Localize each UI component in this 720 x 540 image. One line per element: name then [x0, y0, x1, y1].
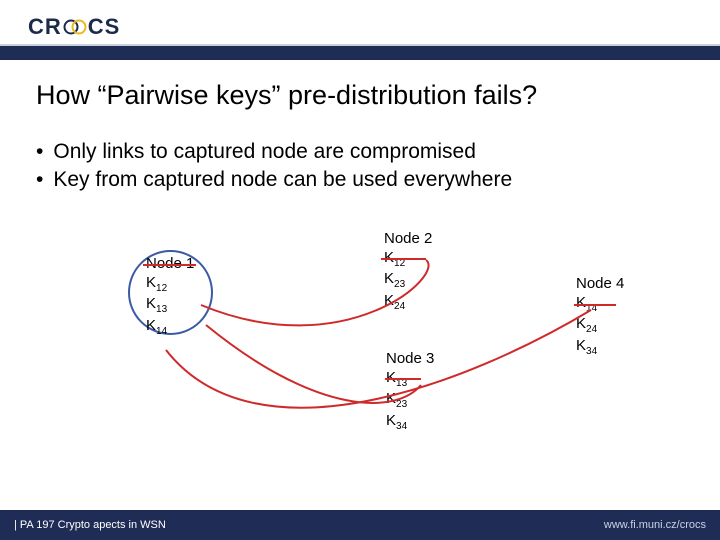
- logo-text-right: CS: [88, 14, 121, 39]
- footer: | PA 197 Crypto apects in WSN www.fi.mun…: [0, 510, 720, 540]
- logo-text-left: CR: [28, 14, 62, 39]
- bullet-list: Only links to captured node are compromi…: [36, 140, 512, 196]
- logo: CR CS: [28, 14, 120, 40]
- header: CR CS: [0, 0, 720, 58]
- bullet-item: Only links to captured node are compromi…: [36, 140, 512, 164]
- diagram: Node 1 K12 K13 K14 Node 2 K12 K23 K24 No…: [36, 215, 686, 500]
- footer-left: | PA 197 Crypto apects in WSN: [14, 519, 166, 531]
- slide-title: How “Pairwise keys” pre-distribution fai…: [36, 80, 537, 111]
- footer-right: www.fi.muni.cz/crocs: [604, 510, 706, 540]
- header-stripe: [0, 46, 720, 60]
- logo-rings-icon: [63, 16, 87, 34]
- bullet-item: Key from captured node can be used every…: [36, 168, 512, 192]
- attack-curve: [36, 215, 686, 500]
